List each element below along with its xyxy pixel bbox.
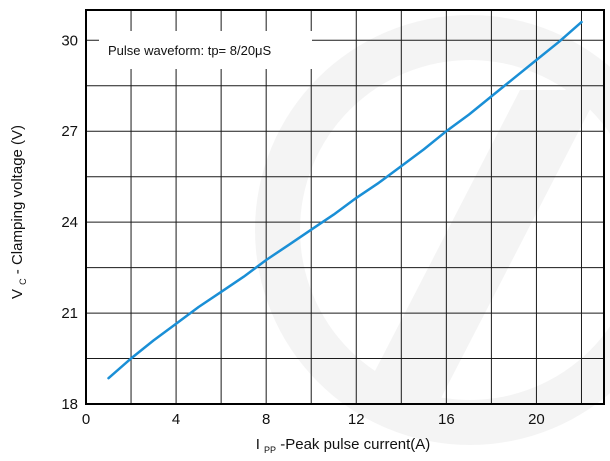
y-axis-label-prefix: V bbox=[9, 289, 26, 299]
x-tick-label: 4 bbox=[172, 411, 180, 428]
annotation-box: Pulse waveform: tp= 8/20μS bbox=[99, 31, 312, 69]
x-axis-label-prefix: I bbox=[256, 436, 260, 453]
background-watermark bbox=[255, 15, 610, 445]
y-tick-label: 24 bbox=[61, 214, 78, 231]
y-tick-label: 21 bbox=[61, 305, 78, 322]
y-tick-label: 30 bbox=[61, 32, 78, 49]
x-axis-label-subscript: PP bbox=[264, 445, 276, 455]
x-axis-label-suffix: -Peak pulse current(A) bbox=[280, 436, 430, 453]
x-tick-label: 0 bbox=[82, 411, 90, 428]
y-axis-label-subscript: C bbox=[18, 278, 28, 285]
y-tick-label: 18 bbox=[61, 396, 78, 413]
x-tick-label: 12 bbox=[348, 411, 365, 428]
waveform-annotation: Pulse waveform: tp= 8/20μS bbox=[108, 43, 272, 58]
x-tick-label: 16 bbox=[438, 411, 455, 428]
y-axis-label-group: V C - Clamping voltage (V) bbox=[9, 125, 30, 299]
y-tick-label: 27 bbox=[61, 123, 78, 140]
x-tick-label: 20 bbox=[528, 411, 545, 428]
y-axis-label: V C - Clamping voltage (V) bbox=[9, 125, 30, 299]
x-axis-label: I PP -Peak pulse current(A) bbox=[256, 436, 431, 457]
y-tick-labels: 18 21 24 27 30 bbox=[61, 32, 78, 413]
x-tick-label: 8 bbox=[262, 411, 270, 428]
y-axis-label-suffix: - Clamping voltage (V) bbox=[9, 125, 26, 274]
